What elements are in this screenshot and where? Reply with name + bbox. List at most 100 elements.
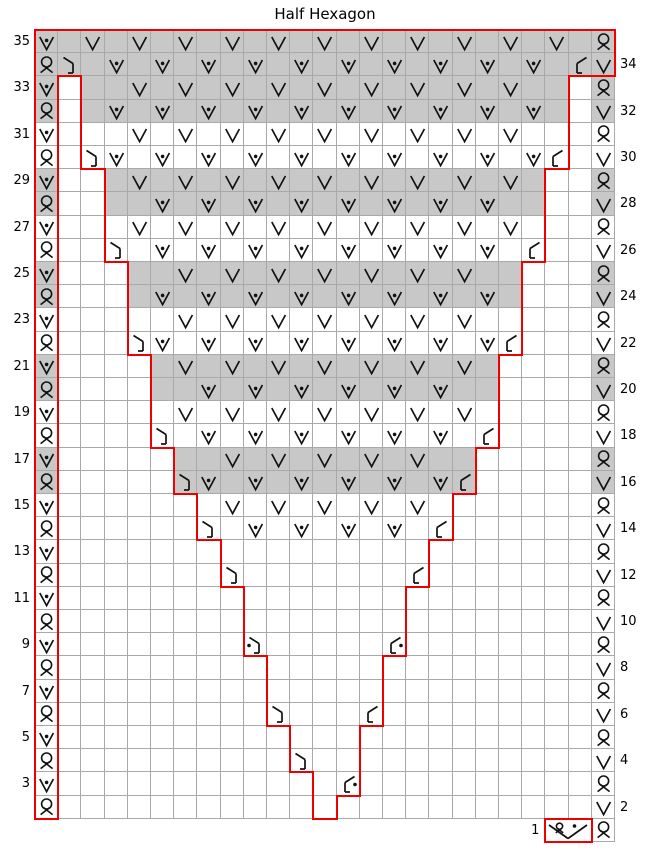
grid-cell xyxy=(406,76,430,100)
grid-cell xyxy=(35,749,59,773)
grid-cell xyxy=(267,238,291,262)
grid-cell xyxy=(243,517,267,541)
grid-cell xyxy=(104,517,128,541)
grid-cell xyxy=(267,308,291,332)
grid-cell xyxy=(197,30,221,54)
grid-cell xyxy=(591,633,615,657)
grid-cell xyxy=(313,749,337,773)
grid-cell xyxy=(406,401,430,425)
grid-cell xyxy=(290,122,314,146)
grid-cell xyxy=(406,656,430,680)
grid-cell xyxy=(290,586,314,610)
chart-outline-segment xyxy=(196,494,199,518)
chart-outline-segment xyxy=(219,540,222,564)
grid-cell xyxy=(81,517,105,541)
chart-outline-segment xyxy=(382,656,384,680)
grid-cell xyxy=(58,215,82,239)
grid-cell xyxy=(151,76,175,100)
grid-cell xyxy=(104,401,128,425)
grid-cell xyxy=(429,749,453,773)
grid-cell xyxy=(174,285,198,309)
grid-cell xyxy=(336,633,360,657)
grid-cell xyxy=(290,749,314,773)
chart-outline-segment xyxy=(521,285,524,309)
chart-outline-segment xyxy=(80,99,83,123)
grid-cell xyxy=(151,122,175,146)
grid-cell xyxy=(452,262,476,286)
grid-cell xyxy=(568,238,592,262)
grid-cell xyxy=(359,192,383,216)
grid-cell xyxy=(499,726,523,750)
grid-cell xyxy=(383,122,407,146)
grid-cell xyxy=(174,99,198,123)
grid-cell xyxy=(58,354,82,378)
grid-cell xyxy=(58,795,82,819)
grid-cell xyxy=(197,610,221,634)
grid-cell xyxy=(406,795,430,819)
grid-cell xyxy=(429,285,453,309)
grid-cell xyxy=(104,726,128,750)
chart-outline-segment xyxy=(126,353,152,356)
grid-cell xyxy=(475,772,499,796)
row-number-left: 17 xyxy=(13,451,30,467)
grid-cell xyxy=(383,169,407,193)
chart-outline-segment xyxy=(312,772,315,796)
grid-cell xyxy=(568,262,592,286)
grid-cell xyxy=(522,563,546,587)
grid-cell xyxy=(220,563,244,587)
grid-cell xyxy=(452,378,476,402)
grid-cell xyxy=(290,146,314,170)
grid-cell xyxy=(475,517,499,541)
grid-cell xyxy=(475,494,499,518)
grid-cell xyxy=(243,795,267,819)
grid-cell xyxy=(545,401,569,425)
grid-cell xyxy=(545,656,569,680)
grid-cell xyxy=(452,99,476,123)
grid-cell xyxy=(35,122,59,146)
grid-cell xyxy=(522,610,546,634)
grid-cell xyxy=(499,424,523,448)
grid-cell xyxy=(429,702,453,726)
grid-cell xyxy=(290,726,314,750)
grid-cell xyxy=(568,772,592,796)
row-number-right: 20 xyxy=(620,382,637,397)
chart-outline-segment xyxy=(266,656,268,680)
grid-cell xyxy=(522,99,546,123)
grid-cell xyxy=(197,517,221,541)
grid-cell xyxy=(127,169,151,193)
grid-cell xyxy=(452,586,476,610)
grid-cell xyxy=(35,424,59,448)
grid-cell xyxy=(475,401,499,425)
grid-cell xyxy=(104,378,128,402)
grid-cell xyxy=(591,354,615,378)
grid-cell xyxy=(58,308,82,332)
grid-cell xyxy=(197,586,221,610)
grid-cell xyxy=(568,192,592,216)
grid-cell xyxy=(197,540,221,564)
chart-outline-segment xyxy=(474,446,500,449)
grid-cell xyxy=(197,494,221,518)
grid-cell xyxy=(475,331,499,355)
grid-cell xyxy=(359,633,383,657)
grid-cell xyxy=(475,169,499,193)
grid-cell xyxy=(290,424,314,448)
grid-cell xyxy=(127,633,151,657)
row-number-left: 9 xyxy=(21,637,30,653)
grid-cell xyxy=(151,215,175,239)
grid-cell xyxy=(568,633,592,657)
grid-cell xyxy=(127,540,151,564)
grid-cell xyxy=(406,424,430,448)
grid-cell xyxy=(522,795,546,819)
grid-cell xyxy=(475,215,499,239)
grid-cell xyxy=(452,53,476,77)
grid-cell xyxy=(290,517,314,541)
row-number-left: 13 xyxy=(13,544,30,560)
grid-cell xyxy=(383,215,407,239)
grid-cell xyxy=(406,122,430,146)
grid-cell xyxy=(58,53,82,77)
grid-cell xyxy=(313,331,337,355)
grid-cell xyxy=(336,679,360,703)
grid-cell xyxy=(591,447,615,471)
grid-cell xyxy=(174,517,198,541)
chart-outline-segment xyxy=(150,354,152,378)
